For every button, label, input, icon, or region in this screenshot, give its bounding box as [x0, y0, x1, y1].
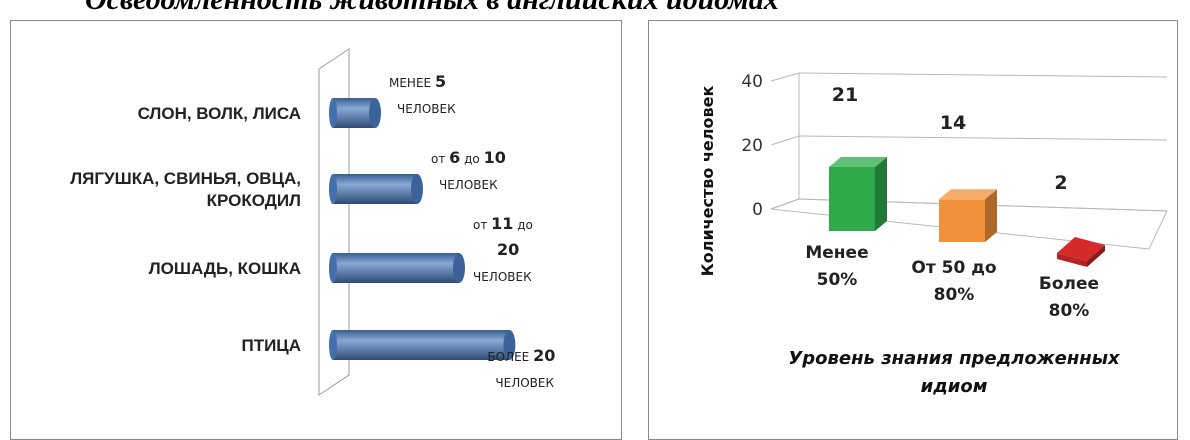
y-axis-label: Количество человек	[698, 86, 717, 277]
data-label-run: до	[460, 152, 483, 166]
bar	[333, 174, 417, 204]
data-label: 2	[1054, 172, 1067, 194]
data-label-run: от	[431, 152, 449, 166]
bar-end-cap	[411, 174, 423, 204]
chart-wall	[318, 48, 350, 396]
column-front	[1057, 253, 1087, 267]
x-category-label: 80%	[934, 285, 975, 305]
bar-end-cap	[369, 98, 381, 128]
horizontal-bar-chart: СЛОН, ВОЛК, ЛИСА МЕНЕЕ 5 ЧЕЛОВЕК ЛЯГУШКА, С…	[70, 48, 555, 396]
bar-group	[329, 330, 516, 360]
data-label: ЧЕЛОВЕК	[397, 102, 456, 116]
y-tick-label: 0	[752, 200, 763, 220]
left-chart-panel: СЛОН, ВОЛК, ЛИСА МЕНЕЕ 5 ЧЕЛОВЕК ЛЯГУШКА, С…	[10, 20, 622, 440]
column-top	[939, 189, 997, 200]
x-axis-label: Уровень знания предложенных	[788, 348, 1121, 369]
page-title: Осведомленность животных в английских ид…	[85, 0, 985, 16]
bar-end-cap	[453, 253, 465, 283]
column-front	[829, 166, 875, 231]
data-label-run: ЧЕЛОВЕК	[495, 376, 554, 390]
column-side	[985, 189, 997, 242]
column-top	[1057, 237, 1105, 261]
data-label-run: 10	[484, 148, 506, 167]
data-label: 21	[832, 84, 858, 106]
data-label-run: 5	[435, 72, 446, 91]
x-category-label: Более	[1039, 274, 1099, 294]
data-label: от 11 до	[473, 214, 533, 233]
data-label-run: ЧЕЛОВЕК	[439, 178, 498, 192]
data-label-run: ЧЕЛОВЕК	[397, 102, 456, 116]
data-label-run: БОЛЕЕ	[487, 350, 533, 364]
data-label: ЧЕЛОВЕК	[495, 376, 554, 390]
data-label: от 6 до 10	[431, 148, 506, 167]
gridline	[798, 72, 1168, 78]
column-top	[829, 156, 887, 167]
x-category-label: Менее	[805, 243, 868, 263]
bar	[333, 98, 375, 128]
bar-start-cap	[329, 253, 337, 283]
chart-floor	[770, 198, 1168, 250]
column-group	[829, 156, 887, 231]
data-label: БОЛЕЕ 20	[487, 346, 555, 365]
data-label: 14	[940, 112, 966, 134]
bar-start-cap	[329, 330, 337, 360]
bar-start-cap	[329, 174, 337, 204]
data-label-run: до	[513, 218, 532, 232]
column-group	[939, 189, 997, 242]
gridline-side	[770, 72, 800, 82]
x-category-label: 80%	[1049, 301, 1090, 321]
category-label: КРОКОДИЛ	[207, 191, 301, 210]
gridline	[798, 135, 1168, 141]
category-label: СЛОН, ВОЛК, ЛИСА	[138, 104, 301, 123]
data-label: ЧЕЛОВЕК	[439, 178, 498, 192]
column-side	[875, 156, 887, 231]
x-category-label: От 50 до	[911, 258, 996, 278]
column-side	[1087, 245, 1105, 267]
category-label: ПТИЦА	[241, 336, 301, 355]
gridline-side	[770, 135, 800, 146]
bar-start-cap	[329, 98, 337, 128]
x-axis-label: идиом	[921, 376, 988, 397]
bar	[333, 253, 459, 283]
right-chart-panel: 0 20 40 21 Менее 50% 14 От 50 до 80% 2 Более 80% Кол…	[648, 20, 1178, 440]
data-label: ЧЕЛОВЕК	[473, 270, 532, 284]
column-front	[939, 199, 985, 242]
data-label-run: 20	[533, 346, 555, 365]
data-label-run: ЧЕЛОВЕК	[473, 270, 532, 284]
data-label-run: от	[473, 218, 491, 232]
y-tick-label: 20	[741, 136, 763, 156]
data-label-run: 6	[449, 148, 460, 167]
column-chart-3d: 0 20 40 21 Менее 50% 14 От 50 до 80% 2 Более 80% Кол…	[698, 72, 1168, 397]
data-label: МЕНЕЕ 5	[389, 72, 446, 91]
category-label: ЛОШАДЬ, КОШКА	[149, 259, 301, 278]
data-label: 20	[497, 240, 519, 259]
data-label-run: МЕНЕЕ	[389, 76, 435, 90]
bar-group	[329, 98, 381, 128]
y-tick-label: 40	[741, 72, 763, 92]
bar-group	[329, 174, 423, 204]
bar	[333, 330, 510, 360]
data-label-run: 20	[497, 240, 519, 259]
bar-group	[329, 253, 465, 283]
category-label: ЛЯГУШКА, СВИНЬЯ, ОВЦА,	[70, 169, 301, 188]
column-group	[1057, 237, 1105, 267]
bar-end-cap	[503, 330, 516, 360]
data-label-run: 11	[491, 214, 513, 233]
x-category-label: 50%	[817, 270, 858, 290]
